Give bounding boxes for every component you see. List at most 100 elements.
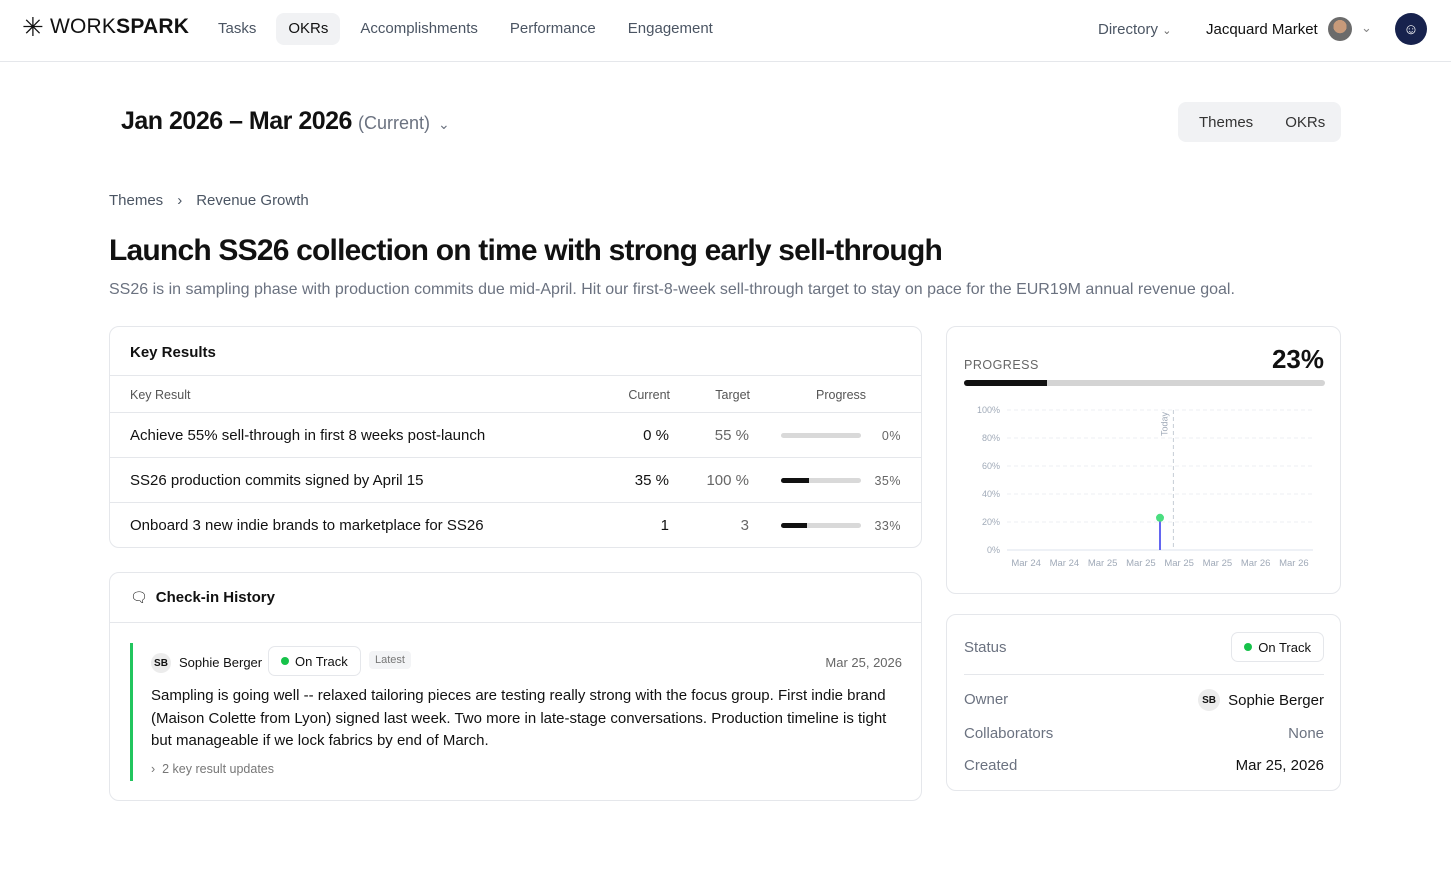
today-label: Today [1159,411,1169,436]
divider [964,674,1324,675]
brand-bold: SPARK [116,15,190,38]
progress-card: PROGRESS 23% 0% 20% 40% 60% 80% 100% Mar 24 Mar… [946,326,1341,594]
latest-badge: Latest [369,651,411,669]
x-tick-label: Mar 24 [1011,558,1041,569]
col-key-result: Key Result [130,388,191,402]
table-row[interactable]: SS26 production commits signed by April … [110,458,921,503]
col-progress: Progress [816,388,867,402]
data-point[interactable] [1156,513,1164,522]
table-row[interactable]: Onboard 3 new indie brands to marketplac… [110,503,921,548]
theater-masks-icon[interactable]: ☺ [1395,13,1427,45]
details-card: Status On Track Owner SB Sophie Berger Co… [946,614,1341,791]
kr-name[interactable]: Onboard 3 new indie brands to marketplac… [130,517,484,534]
directory-menu[interactable]: Directory ⌄ [1098,21,1171,38]
objective-description: SS26 is in sampling phase with productio… [109,281,1235,298]
brand-logo[interactable]: ✳ WORKSPARK [22,14,189,40]
checkin-date: Mar 25, 2026 [825,655,902,670]
status-label: On Track [295,653,348,669]
table-row[interactable]: Achieve 55% sell-through in first 8 week… [110,413,921,458]
brand-light: WORK [50,15,117,38]
progress-value: 23% [1271,344,1324,374]
kr-target: 100 % [706,472,749,489]
kr-progress-bar [781,433,861,438]
owner-label: Owner [964,691,1009,708]
chevron-right-icon: › [177,192,183,209]
x-tick-label: Mar 25 [1164,558,1194,569]
nav-okrs[interactable]: OKRs [276,13,341,45]
progress-bar-fill [964,380,1048,386]
period-title: Jan 2026 – Mar 2026 [121,107,352,135]
toggle-themes[interactable]: Themes [1199,113,1254,131]
status-dot-icon [281,657,289,665]
status-badge: On Track [268,646,361,676]
kr-progress-fill [781,478,809,483]
status-dot-icon [1244,643,1253,651]
created-label: Created [964,757,1018,774]
kr-progress-label: 0% [881,429,901,443]
owner-avatar: SB [1198,689,1221,711]
y-tick-label: 0% [987,545,1000,555]
breadcrumb-current[interactable]: Revenue Growth [196,192,309,209]
x-tick-label: Mar 26 [1279,558,1309,569]
created-value: Mar 25, 2026 [1235,757,1324,774]
status-badge[interactable]: On Track [1231,632,1324,662]
x-tick-label: Mar 26 [1241,558,1271,569]
x-tick-label: Mar 25 [1126,558,1156,569]
breadcrumb-themes[interactable]: Themes [109,192,164,209]
nav-tasks[interactable]: Tasks [218,20,257,37]
progress-bar [964,380,1325,386]
chevron-right-icon: › [151,762,156,776]
col-target: Target [715,388,750,402]
collaborators-value: None [1288,725,1324,742]
spark-icon: ✳ [22,12,44,42]
y-tick-label: 80% [982,433,1000,443]
owner-name: Sophie Berger [1228,691,1324,709]
period-selector[interactable]: Jan 2026 – Mar 2026 (Current) ⌄ [121,107,450,136]
breadcrumb: Themes › Revenue Growth [109,192,309,209]
collaborators-label: Collaborators [964,725,1054,742]
chevron-down-icon: ⌄ [1162,25,1172,37]
checkin-entry: SB Sophie Berger On Track Latest Mar 25,… [130,643,902,781]
chevron-down-icon[interactable]: ⌄ [1361,20,1372,35]
status-value: On Track [1258,639,1311,655]
updates-label: 2 key result updates [162,762,274,776]
user-name[interactable]: Jacquard Market [1206,21,1318,38]
x-tick-label: Mar 24 [1050,558,1080,569]
checkin-text: Sampling is going well -- relaxed tailor… [151,687,887,749]
checkin-title: Check-in History [155,589,275,606]
status-label: Status [964,639,1007,656]
kr-target: 3 [740,517,749,534]
kr-progress-fill [781,523,808,528]
y-tick-label: 40% [982,489,1000,499]
chevron-down-icon: ⌄ [437,116,450,132]
nav-accomplishments[interactable]: Accomplishments [360,20,478,37]
author-name: Sophie Berger [179,655,263,670]
author-avatar: SB [151,653,171,673]
nav-engagement[interactable]: Engagement [627,20,713,37]
kr-target: 55 % [714,427,749,444]
checkin-history-card: 🗨 Check-in History SB Sophie Berger On Tr… [109,572,922,801]
view-toggle: Themes OKRs [1178,102,1341,142]
kr-progress-bar [781,523,861,528]
kr-name[interactable]: SS26 production commits signed by April … [130,472,424,489]
y-tick-label: 60% [982,461,1000,471]
kr-current: 0 % [643,427,669,444]
owner-value: SB Sophie Berger [1198,689,1324,711]
y-tick-label: 20% [982,517,1000,527]
avatar[interactable] [1328,17,1352,41]
col-current: Current [628,388,670,402]
key-result-updates-toggle[interactable]: › 2 key result updates [151,762,274,776]
key-results-title: Key Results [110,327,921,376]
kr-name[interactable]: Achieve 55% sell-through in first 8 week… [130,427,486,444]
y-tick-label: 100% [977,405,1000,415]
kr-current: 1 [660,517,669,534]
toggle-okrs[interactable]: OKRs [1285,113,1326,131]
period-current: (Current) [357,113,430,133]
kr-progress-label: 33% [874,519,901,533]
page-title: Launch SS26 collection on time with stro… [109,234,943,267]
kr-progress-label: 35% [874,474,901,488]
nav-performance[interactable]: Performance [509,20,596,37]
kr-current: 35 % [634,472,669,489]
progress-chart: 0% 20% 40% 60% 80% 100% Mar 24 Mar 24 Mar 25 Mar … [977,405,1313,569]
key-results-card: Key Results Key Result Current Target Pr… [109,326,922,548]
